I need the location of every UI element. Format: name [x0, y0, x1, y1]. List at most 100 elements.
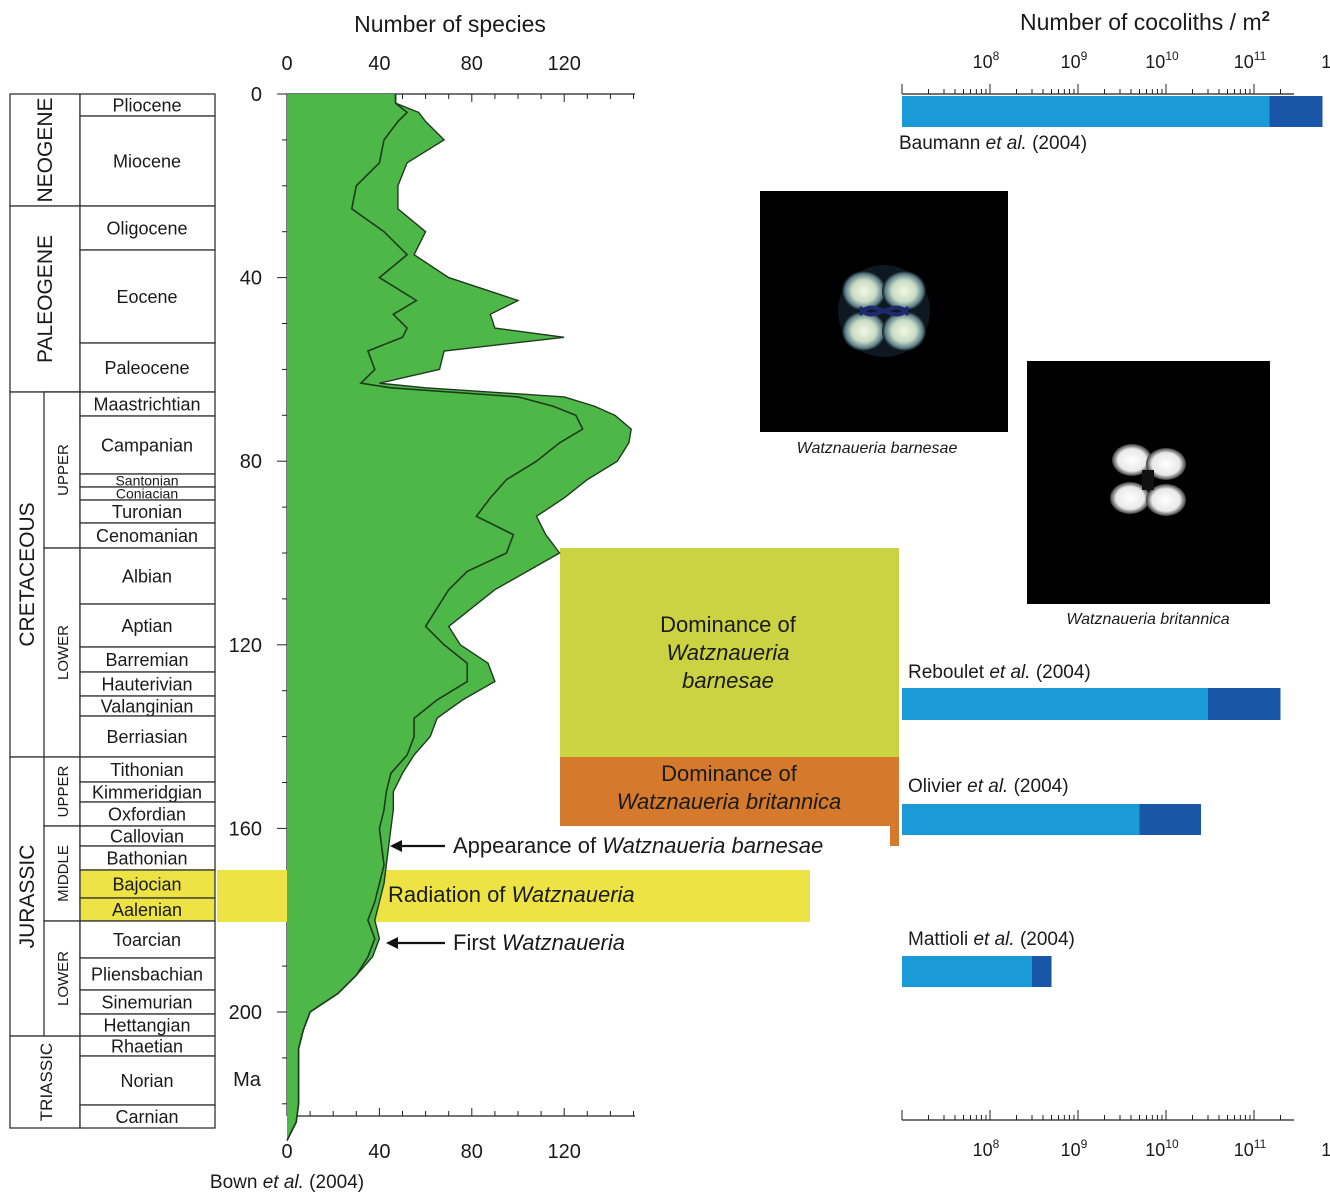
cocolith-bars: [902, 96, 1323, 987]
dominance-barnesae-line3: barnesae: [682, 668, 774, 693]
period-label: JURASSIC: [16, 845, 39, 949]
stage-label: Miocene: [113, 151, 181, 171]
stage-label: Kimmeridgian: [92, 782, 202, 802]
subdivision-label: LOWER: [55, 625, 72, 680]
stratigraphic-column: NEOGENE PALEOGENE CRETACEOUS JURASSIC TRIASS…: [9, 93, 216, 1129]
ref-baumann: Baumann et al. (2004): [899, 133, 1087, 154]
stage-label: Tithonian: [110, 760, 183, 780]
cocolith-tick-label-bottom: 1012: [1321, 1137, 1330, 1160]
stage-label: Hauterivian: [101, 674, 192, 694]
cocolith-ticks: 108 108 109 109 1010 1010 1011 1011 1012 1012: [901, 49, 1330, 1160]
stage-label: Aalenian: [112, 900, 182, 920]
cocolith-bar-dark: [1031, 956, 1052, 987]
stage-label: Sinemurian: [101, 992, 192, 1012]
cocolith-tick-label-top: 108: [973, 49, 1000, 72]
stage-label: Campanian: [101, 435, 193, 455]
cocolith-tick-label-bottom: 1010: [1145, 1137, 1179, 1160]
stage-box: [79, 547, 216, 605]
stage-label: Bajocian: [112, 874, 181, 894]
cocolith-bar-light: [902, 96, 1270, 127]
species-tick-label-top: 40: [368, 53, 390, 75]
cocolith-bar-light: [902, 956, 1032, 987]
stage-label: Toarcian: [113, 930, 181, 950]
dominance-britannica-line1: Dominance of: [661, 761, 798, 786]
dominance-barnesae-line1: Dominance of: [660, 612, 797, 637]
period-label: TRIASSIC: [37, 1043, 56, 1121]
stage-box: [79, 671, 216, 697]
first-arrowhead: [386, 937, 398, 949]
cocolith-tick-label-bottom: 1011: [1234, 1137, 1267, 1160]
dominance-britannica-box: [560, 757, 899, 846]
ref-olivier: Olivier et al. (2004): [908, 776, 1069, 797]
species-tick-label-bottom: 40: [368, 1141, 390, 1163]
stage-box: [79, 989, 216, 1015]
stage-box: [79, 756, 216, 783]
dominance-britannica-line2: Watznaueria britannica: [617, 789, 842, 814]
cocolith-tick-label-bottom: 108: [973, 1137, 1000, 1160]
stage-label: Maastrichtian: [93, 394, 200, 414]
species-area: [287, 94, 632, 1141]
species-tick-label-top: 80: [461, 53, 483, 75]
subdivision-label: UPPER: [55, 444, 72, 496]
micrograph-barnesae: Watznaueria barnesae: [760, 191, 1008, 457]
subdivision-label: LOWER: [55, 951, 72, 1006]
period-label: NEOGENE: [34, 97, 57, 202]
stage-label: Oligocene: [106, 218, 187, 238]
appearance-arrowhead: [390, 840, 402, 852]
cocolith-bar-dark: [1139, 804, 1202, 835]
stage-label: Pliocene: [112, 95, 181, 115]
stage-box: [79, 522, 216, 549]
stage-label: Oxfordian: [108, 804, 186, 824]
age-tick-label: 40: [240, 268, 262, 290]
caption-britannica: Watznaueria britannica: [1066, 611, 1229, 628]
stage-box: [79, 115, 216, 207]
species-source: Bown et al. (2004): [210, 1172, 364, 1193]
species-outer-line: [286, 93, 632, 1141]
ref-reboulet: Reboulet et al. (2004): [908, 662, 1091, 683]
stage-box: [79, 391, 216, 417]
stage-box: [79, 869, 216, 899]
age-ticks: 0 40 80 120 160 200: [229, 84, 287, 1105]
period-label: CRETACEOUS: [16, 502, 39, 646]
stage-label: Rhaetian: [111, 1036, 183, 1056]
species-tick-label-bottom: 80: [461, 1141, 483, 1163]
stage-label: Albian: [122, 566, 172, 586]
appearance-annotation: Appearance of Watznaueria barnesae: [390, 833, 823, 858]
species-inner-line: [286, 93, 584, 1141]
stage-box: [79, 205, 216, 251]
species-tick-label-top: 0: [281, 53, 292, 75]
cocolith-tick-label-top: 1010: [1145, 49, 1179, 72]
stage-box: [79, 845, 216, 871]
stage-label: Barremian: [105, 650, 188, 670]
cocolith-tick-label-bottom: 109: [1061, 1137, 1088, 1160]
cocolith-bar-dark: [1269, 96, 1323, 127]
stage-box: [79, 1104, 216, 1129]
cocolith-chart: Number of cocoliths / m2 108 108 109 109 101…: [899, 8, 1330, 1160]
micrograph-britannica: Watznaueria britannica: [1027, 361, 1270, 628]
cocolith-tick-label-top: 1012: [1321, 49, 1330, 72]
stage-label: Aptian: [121, 616, 172, 636]
age-tick-label: 80: [240, 451, 262, 473]
cocolith-tick-label-top: 1011: [1234, 49, 1267, 72]
period-box: [9, 205, 81, 393]
age-tick-label: 120: [229, 635, 262, 657]
stage-box: [79, 249, 216, 344]
first-annotation: First Watznaueria: [386, 930, 625, 955]
stage-label: Callovian: [110, 826, 184, 846]
stage-label: Cenomanian: [96, 526, 198, 546]
age-tick-label: 0: [251, 84, 262, 106]
dominance-boxes: Dominance of Watznaueria barnesae Domina…: [560, 548, 899, 846]
stage-label: Hettangian: [103, 1015, 190, 1035]
caption-barnesae: Watznaueria barnesae: [797, 440, 958, 457]
stage-label: Pliensbachian: [91, 964, 203, 984]
radiation-label: Radiation of Watznaueria: [388, 882, 635, 907]
stage-box: [79, 646, 216, 673]
stage-box: [79, 957, 216, 991]
stage-label: Bathonian: [106, 848, 187, 868]
stage-label: Eocene: [116, 287, 177, 307]
stage-label: Santonian: [115, 473, 178, 489]
first-label: First Watznaueria: [453, 930, 625, 955]
age-tick-label: 200: [229, 1002, 262, 1024]
subdivision-box: [43, 756, 81, 827]
